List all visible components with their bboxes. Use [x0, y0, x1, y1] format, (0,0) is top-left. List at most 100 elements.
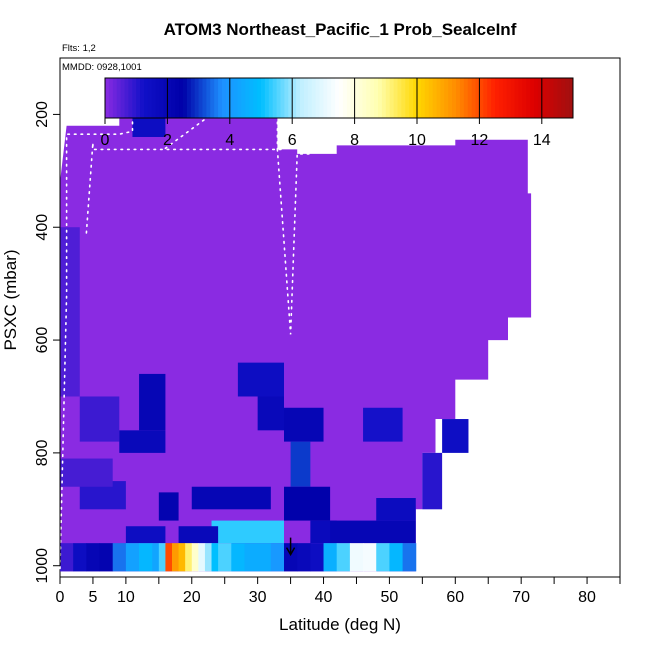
- colorbar-swatch: [179, 78, 184, 118]
- colorbar-swatch: [147, 78, 153, 118]
- surface-cell: [257, 543, 272, 572]
- flights-label: Flts: 1,2: [62, 43, 96, 54]
- colorbar-swatch: [237, 78, 242, 118]
- heatmap-cell: [119, 430, 166, 453]
- x-tick-label: 10: [117, 589, 135, 606]
- surface-cell: [185, 543, 193, 572]
- colorbar-tick-label: 0: [101, 132, 110, 149]
- surface-cell: [218, 543, 232, 572]
- colorbar-swatch: [222, 78, 227, 118]
- colorbar-swatch: [467, 78, 472, 118]
- colorbar-swatch: [116, 78, 121, 118]
- colorbar-swatch: [374, 78, 379, 118]
- colorbar-swatch: [483, 78, 488, 118]
- colorbar-swatch: [526, 78, 531, 118]
- colorbar-swatch: [432, 78, 437, 118]
- colorbar-swatch: [175, 78, 180, 118]
- colorbar-swatch: [218, 78, 223, 118]
- colorbar-swatch: [409, 78, 414, 118]
- surface-cell: [152, 543, 160, 572]
- colorbar-swatch: [112, 78, 118, 118]
- x-tick-label: 30: [249, 589, 267, 606]
- surface-cell: [323, 543, 338, 572]
- heatmap-cell: [284, 407, 324, 442]
- colorbar-swatch: [155, 78, 160, 118]
- colorbar-swatch: [253, 78, 258, 118]
- heatmap-cell: [178, 526, 219, 544]
- x-axis-label: Latitude (deg N): [279, 615, 401, 634]
- colorbar-swatch: [448, 78, 453, 118]
- heatmap-cell: [376, 498, 416, 521]
- colorbar-swatch: [225, 78, 231, 118]
- colorbar-swatch: [541, 78, 547, 118]
- surface-cell: [270, 543, 285, 572]
- colorbar-swatch: [350, 78, 355, 118]
- x-tick-label: 70: [512, 589, 530, 606]
- colorbar-swatch: [463, 78, 469, 118]
- colorbar-swatch: [241, 78, 246, 118]
- colorbar-swatch: [553, 78, 558, 118]
- surface-cell: [231, 543, 245, 572]
- heatmap-cell: [330, 520, 416, 544]
- heatmap-cell: [237, 362, 284, 397]
- colorbar-swatch: [296, 78, 301, 118]
- colorbar-swatch: [292, 78, 297, 118]
- colorbar-swatch: [339, 78, 344, 118]
- heatmap-cell: [139, 373, 166, 431]
- heatmap-cell: [442, 419, 469, 453]
- colorbar-swatch: [510, 78, 515, 118]
- colorbar-swatch: [307, 78, 313, 118]
- surface-cell: [178, 543, 186, 572]
- colorbar-tick-label: 8: [350, 132, 359, 149]
- heatmap-domain: [60, 94, 532, 572]
- y-tick-label: 200: [34, 101, 51, 128]
- colorbar-swatch: [545, 78, 550, 118]
- colorbar-swatch: [401, 78, 406, 118]
- colorbar-swatch: [105, 78, 110, 118]
- colorbar-swatch: [569, 78, 574, 118]
- colorbar-swatch: [335, 78, 340, 118]
- colorbar-swatch: [537, 78, 543, 118]
- surface-cell: [349, 543, 364, 572]
- colorbar-swatch: [151, 78, 157, 118]
- colorbar-swatch: [530, 78, 535, 118]
- colorbar-swatch: [389, 78, 394, 118]
- colorbar-swatch: [144, 78, 149, 118]
- x-tick-label: 60: [446, 589, 464, 606]
- x-axis: 0 5 10 20 30 40 50 60 70 80: [56, 576, 621, 606]
- colorbar-swatch: [276, 78, 281, 118]
- colorbar-swatch: [495, 78, 500, 118]
- heatmap-cell: [363, 407, 403, 442]
- colorbar-tick-label: 6: [288, 132, 297, 149]
- x-tick-label: 5: [88, 589, 97, 606]
- colorbar-swatch: [561, 78, 566, 118]
- colorbar-border: [104, 77, 574, 119]
- colorbar-tick-label: 12: [471, 132, 489, 149]
- colorbar-swatch: [420, 78, 426, 118]
- plot-area: MMDD: 0928,1001 0 2 4 6 8 10 12 14: [59, 57, 621, 578]
- colorbar-swatch: [163, 78, 168, 118]
- colorbar-swatch: [128, 78, 133, 118]
- colorbar-swatch: [358, 78, 363, 118]
- colorbar-swatch: [502, 78, 508, 118]
- surface-cell: [158, 543, 166, 572]
- heatmap-cell: [158, 492, 179, 521]
- surface-cell: [336, 543, 351, 572]
- colorbar-swatch: [506, 78, 511, 118]
- heatmap-cell: [60, 227, 80, 397]
- heatmap-cell: [284, 486, 331, 521]
- surface-cell: [112, 543, 127, 572]
- colorbar-swatch: [331, 78, 336, 118]
- heatmap-layer: [60, 94, 532, 572]
- colorbar-swatch: [300, 78, 305, 118]
- heatmap-cell: [211, 520, 284, 544]
- colorbar-swatch: [366, 78, 371, 118]
- colorbar-tick-label: 2: [163, 132, 172, 149]
- colorbar-swatch: [393, 78, 398, 118]
- colorbar-swatch: [108, 78, 114, 118]
- surface-cell: [204, 543, 213, 572]
- colorbar-swatch: [183, 78, 188, 118]
- y-tick-label: 600: [34, 327, 51, 354]
- colorbar-swatch: [428, 78, 433, 118]
- flight-track: [85, 142, 285, 234]
